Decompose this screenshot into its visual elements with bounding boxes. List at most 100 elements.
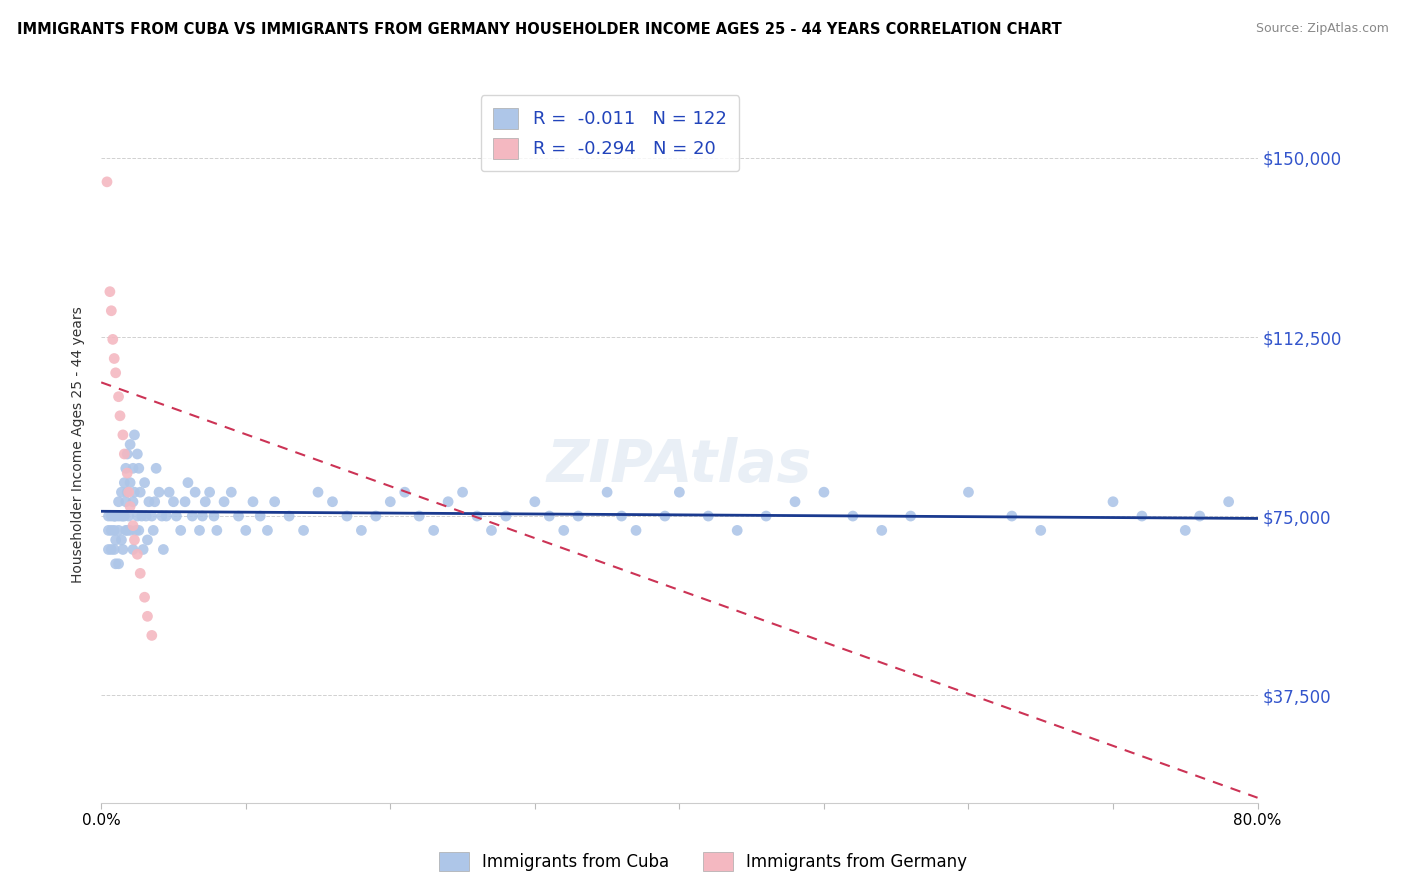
- Point: [124, 428, 146, 442]
- Point: [122, 461, 145, 475]
- Text: ZIPAtlas: ZIPAtlas: [547, 437, 813, 494]
- Point: [114, 461, 136, 475]
- Point: [202, 509, 225, 524]
- Point: [364, 509, 387, 524]
- Point: [145, 461, 167, 475]
- Point: [610, 509, 633, 524]
- Point: [249, 509, 271, 524]
- Point: [1029, 524, 1052, 538]
- Point: [104, 509, 127, 524]
- Point: [110, 485, 132, 500]
- Point: [107, 557, 129, 571]
- Y-axis label: Householder Income Ages 25 - 44 years: Householder Income Ages 25 - 44 years: [72, 306, 86, 582]
- Point: [422, 524, 444, 538]
- Point: [162, 494, 184, 508]
- Point: [451, 485, 474, 500]
- Point: [205, 524, 228, 538]
- Point: [129, 485, 152, 500]
- Point: [624, 524, 647, 538]
- Text: IMMIGRANTS FROM CUBA VS IMMIGRANTS FROM GERMANY HOUSEHOLDER INCOME AGES 25 - 44 : IMMIGRANTS FROM CUBA VS IMMIGRANTS FROM …: [17, 22, 1062, 37]
- Point: [408, 509, 430, 524]
- Point: [198, 485, 221, 500]
- Point: [134, 475, 156, 490]
- Point: [96, 175, 118, 189]
- Point: [143, 494, 166, 508]
- Point: [131, 509, 153, 524]
- Point: [263, 494, 285, 508]
- Point: [118, 509, 141, 524]
- Point: [100, 509, 122, 524]
- Point: [120, 500, 142, 514]
- Point: [177, 475, 200, 490]
- Point: [108, 409, 131, 423]
- Point: [122, 494, 145, 508]
- Point: [134, 591, 156, 605]
- Point: [1001, 509, 1024, 524]
- Point: [523, 494, 546, 508]
- Point: [188, 524, 211, 538]
- Point: [191, 509, 214, 524]
- Point: [495, 509, 517, 524]
- Point: [697, 509, 720, 524]
- Point: [1102, 494, 1125, 508]
- Point: [115, 524, 138, 538]
- Point: [567, 509, 589, 524]
- Point: [256, 524, 278, 538]
- Point: [114, 524, 136, 538]
- Point: [307, 485, 329, 500]
- Point: [118, 485, 141, 500]
- Point: [553, 524, 575, 538]
- Point: [112, 475, 135, 490]
- Point: [100, 524, 122, 538]
- Point: [103, 542, 125, 557]
- Point: [157, 485, 180, 500]
- Point: [900, 509, 922, 524]
- Point: [228, 509, 250, 524]
- Point: [538, 509, 561, 524]
- Point: [842, 509, 865, 524]
- Point: [110, 533, 132, 547]
- Point: [194, 494, 217, 508]
- Point: [481, 524, 503, 538]
- Point: [127, 509, 149, 524]
- Point: [181, 509, 204, 524]
- Point: [107, 494, 129, 508]
- Point: [148, 485, 170, 500]
- Point: [783, 494, 806, 508]
- Point: [112, 447, 135, 461]
- Point: [97, 509, 120, 524]
- Point: [128, 461, 150, 475]
- Point: [278, 509, 301, 524]
- Point: [321, 494, 343, 508]
- Point: [870, 524, 893, 538]
- Legend: Immigrants from Cuba, Immigrants from Germany: Immigrants from Cuba, Immigrants from Ge…: [430, 843, 976, 880]
- Point: [128, 524, 150, 538]
- Point: [100, 303, 122, 318]
- Point: [122, 542, 145, 557]
- Point: [141, 509, 163, 524]
- Point: [668, 485, 690, 500]
- Point: [170, 524, 193, 538]
- Point: [125, 524, 148, 538]
- Point: [120, 524, 142, 538]
- Point: [132, 542, 155, 557]
- Point: [654, 509, 676, 524]
- Point: [115, 447, 138, 461]
- Point: [142, 524, 165, 538]
- Point: [292, 524, 315, 538]
- Point: [184, 485, 207, 500]
- Point: [394, 485, 416, 500]
- Point: [101, 332, 124, 346]
- Point: [1218, 494, 1240, 508]
- Point: [114, 494, 136, 508]
- Point: [725, 524, 748, 538]
- Point: [129, 566, 152, 581]
- Legend: R =  -0.011   N = 122, R =  -0.294   N = 20: R = -0.011 N = 122, R = -0.294 N = 20: [481, 95, 740, 171]
- Point: [135, 509, 157, 524]
- Point: [97, 524, 120, 538]
- Point: [115, 466, 138, 480]
- Point: [120, 475, 142, 490]
- Point: [242, 494, 264, 508]
- Point: [1130, 509, 1153, 524]
- Point: [136, 533, 159, 547]
